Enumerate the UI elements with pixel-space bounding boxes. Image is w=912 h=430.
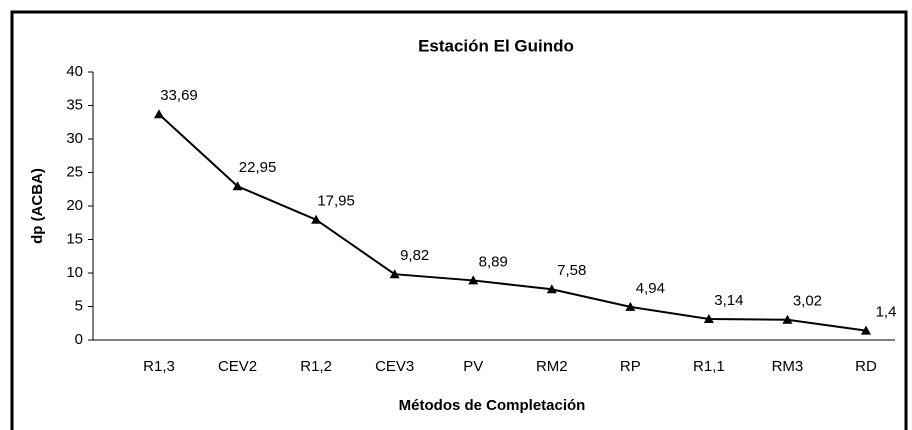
y-tick-label: 25 [66,163,83,180]
value-label: 33,69 [160,87,198,104]
x-tick-label: RD [855,358,877,375]
x-tick-label: RM2 [536,358,568,375]
value-label: 17,95 [317,193,355,210]
y-tick-label: 35 [66,96,83,113]
x-tick-label: RM3 [772,358,804,375]
value-label: 7,58 [557,262,586,279]
marker [861,325,871,335]
x-tick-label: PV [463,358,483,375]
chart-frame [10,10,908,430]
marker [389,269,400,279]
value-label: 22,95 [239,159,277,176]
value-label: 8,89 [479,253,508,270]
marker [232,181,243,191]
y-tick-label: 40 [66,63,83,80]
x-tick-label: R1,1 [693,358,725,375]
marker [468,275,479,285]
marker [311,214,322,224]
marker [546,284,557,294]
y-tick-label: 5 [75,297,83,314]
y-tick-label: 20 [66,197,83,214]
x-tick-label: RP [620,358,641,375]
x-axis-title: Métodos de Completación [399,397,586,414]
marker [703,313,714,323]
y-tick-label: 30 [66,130,83,147]
value-label: 3,14 [714,292,743,309]
chart-title: Estación El Guindo [418,36,574,55]
y-tick-label: 10 [66,264,83,281]
y-tick-label: 15 [66,230,83,247]
line [158,113,867,332]
marker [154,109,164,119]
value-label: 1,4 [876,304,897,321]
y-axis-title: dp (ACBA) [29,168,46,244]
x-tick-label: R1,3 [143,358,175,375]
value-label: 4,94 [636,280,665,297]
marker [625,301,636,311]
x-tick-label: CEV2 [218,358,257,375]
y-tick-label: 0 [75,331,83,348]
value-label: 9,82 [400,247,429,264]
value-label: 3,02 [793,293,822,310]
marker [782,314,793,324]
x-tick-label: CEV3 [375,358,414,375]
x-tick-label: R1,2 [300,358,332,375]
